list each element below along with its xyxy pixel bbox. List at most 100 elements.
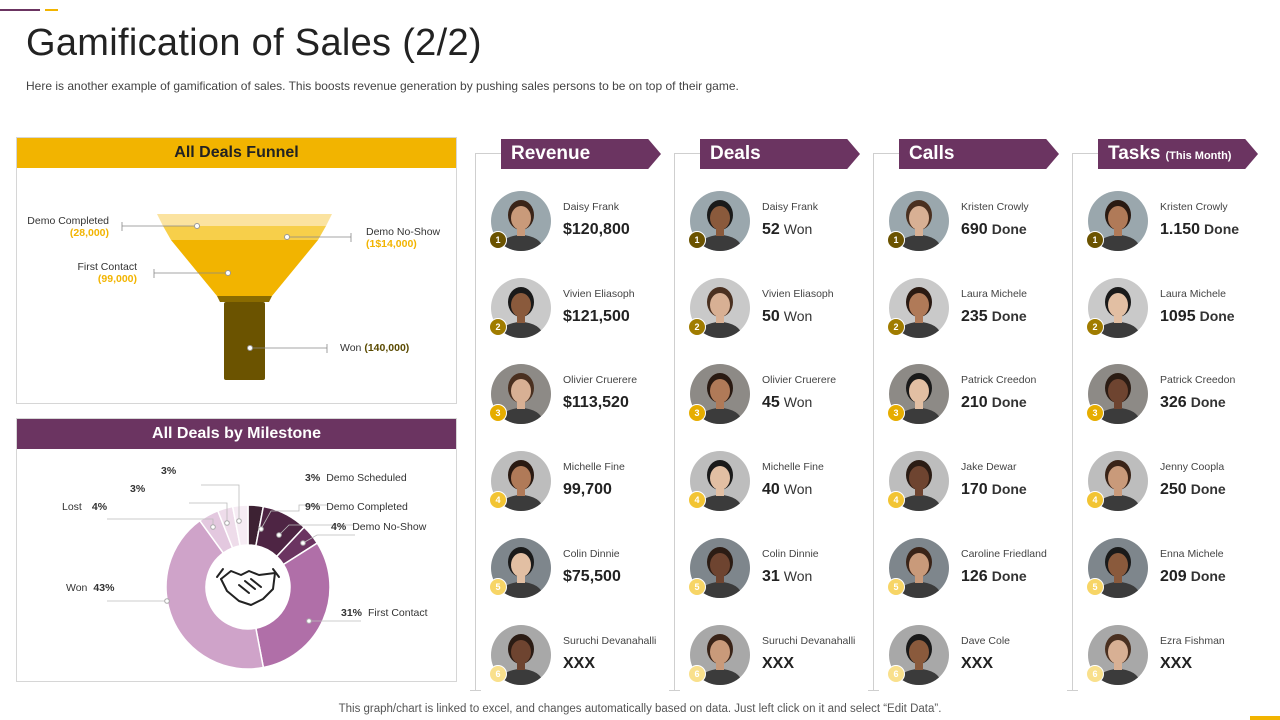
score-unit: Done xyxy=(1190,481,1226,498)
leaderboard-entry: 4 Michelle Fine 40 Won xyxy=(688,451,874,517)
funnel-graphic xyxy=(121,214,352,380)
rank-badge: 2 xyxy=(887,317,905,336)
donut-slice-first-contact xyxy=(254,542,331,669)
person-score: 209 Done xyxy=(1160,568,1226,586)
leaderboard-entry: 3 Patrick Creedon 326 Done xyxy=(1086,364,1272,430)
score-value: 99,700 xyxy=(563,481,612,499)
rank-badge: 5 xyxy=(887,577,905,596)
funnel-layer-first-contact xyxy=(171,240,318,296)
rank-badge: 1 xyxy=(887,231,905,249)
score-value: 40 xyxy=(762,481,780,499)
person-score: 45 Won xyxy=(762,394,812,412)
donut-slice-won xyxy=(165,519,265,670)
score-unit: Won xyxy=(783,307,813,324)
person-score: 1.150 Done xyxy=(1160,221,1239,239)
score-value: $120,800 xyxy=(563,221,630,238)
person-name: Laura Michele xyxy=(1160,287,1226,300)
rank-badge: 4 xyxy=(1086,491,1104,510)
score-value: XXX xyxy=(563,654,596,672)
funnel-panel[interactable]: All Deals Funnel Demo Completed (28,000)… xyxy=(16,137,457,404)
milestone-panel-title: All Deals by Milestone xyxy=(17,419,456,449)
donut-leader-line xyxy=(278,524,353,536)
leaderboard-entry: 6 Ezra Fishman XXX xyxy=(1086,624,1272,691)
person-name: Patrick Creedon xyxy=(961,374,1037,387)
person-name: Suruchi Devanahalli xyxy=(762,634,856,647)
funnel-label-won: Won (140,000) xyxy=(340,342,410,354)
leaderboard-entry: 6 Dave Cole XXX xyxy=(887,624,1073,691)
page-subtitle: Here is another example of gamification … xyxy=(26,79,739,93)
donut-leader-dot xyxy=(210,524,216,530)
person-score: XXX xyxy=(762,655,794,673)
person-name: Suruchi Devanahalli xyxy=(563,634,657,647)
score-value: $121,500 xyxy=(563,307,630,325)
avatar xyxy=(690,451,750,512)
funnel-layer-won xyxy=(224,302,265,380)
donut-leader-dot xyxy=(258,526,264,532)
leaderboard-title: Tasks xyxy=(1108,143,1161,164)
score-unit: Won xyxy=(783,221,813,237)
rank-badge: 3 xyxy=(887,404,905,423)
column-divider xyxy=(475,153,476,691)
column-divider-bottom xyxy=(868,690,879,691)
rank-badge: 5 xyxy=(1086,577,1104,596)
rank-badge: 1 xyxy=(688,231,706,249)
avatar xyxy=(1088,277,1148,338)
rank-badge: 3 xyxy=(1086,404,1104,423)
person-score: 52 Won xyxy=(762,221,812,239)
milestone-panel[interactable]: All Deals by Milestone 3% 3% Lost 4% Won 4… xyxy=(16,418,457,682)
leaderboard-header: Revenue xyxy=(501,139,661,169)
person-score: XXX xyxy=(961,655,993,673)
funnel-panel-title: All Deals Funnel xyxy=(17,138,456,168)
score-value: 690 xyxy=(961,221,988,238)
person-score: 210 Done xyxy=(961,394,1027,412)
score-unit: Done xyxy=(1199,307,1235,324)
score-unit: Done xyxy=(991,221,1027,237)
leaderboard-subtitle: (This Month) xyxy=(1165,150,1232,162)
score-value: 50 xyxy=(762,307,780,325)
person-score: 126 Done xyxy=(961,568,1027,586)
donut-leader-dot xyxy=(224,520,230,526)
person-score: 50 Won xyxy=(762,308,812,326)
leaderboard-title: Calls xyxy=(909,143,955,164)
score-value: XXX xyxy=(1160,654,1193,672)
person-name: Colin Dinnie xyxy=(563,547,620,560)
leaderboard-entry: 2 Laura Michele 1095 Done xyxy=(1086,277,1272,344)
person-name: Olivier Cruerere xyxy=(563,374,638,387)
score-unit: Done xyxy=(991,481,1027,498)
person-score: 31 Won xyxy=(762,568,812,586)
rank-badge: 6 xyxy=(688,664,706,683)
leaderboard-entry: 5 Colin Dinnie $75,500 xyxy=(489,537,675,604)
rank-badge: 6 xyxy=(887,664,905,683)
person-score: 250 Done xyxy=(1160,481,1226,499)
leaderboard-entry: 3 Olivier Cruerere 45 Won xyxy=(688,364,874,430)
person-name: Enna Michele xyxy=(1160,547,1224,560)
score-value: 250 xyxy=(1160,481,1187,499)
person-name: Ezra Fishman xyxy=(1160,634,1225,647)
donut-leader-dot xyxy=(300,540,306,546)
score-value: $75,500 xyxy=(563,567,621,585)
leaderboard-entry: 5 Colin Dinnie 31 Won xyxy=(688,537,874,604)
person-score: XXX xyxy=(563,655,595,673)
person-name: Michelle Fine xyxy=(762,461,824,474)
rank-badge: 3 xyxy=(688,404,706,423)
person-score: $113,520 xyxy=(563,394,629,412)
leaderboard-header: Deals xyxy=(700,139,860,169)
column-divider-bottom xyxy=(470,690,481,691)
person-name: Daisy Frank xyxy=(762,201,819,213)
score-value: 235 xyxy=(961,307,988,325)
score-value: 210 xyxy=(961,394,988,412)
leaderboard-calls: Calls 1 Kristen Crowly 690 Done 2 Laura Michel… xyxy=(868,139,1073,691)
score-value: 52 xyxy=(762,221,780,238)
rank-badge: 4 xyxy=(688,491,706,510)
column-divider-bottom xyxy=(669,690,680,691)
rank-badge: 4 xyxy=(887,491,905,510)
milestone-label-demo-completed: 9% Demo Completed xyxy=(305,501,408,513)
leaderboard-tasks: Tasks (This Month) 1 Kristen Crowly 1.150 Don… xyxy=(1067,139,1272,691)
score-value: 45 xyxy=(762,394,780,412)
leaderboard-entry: 1 Kristen Crowly 690 Done xyxy=(887,191,1073,257)
column-divider-top xyxy=(674,153,700,154)
top-accent-bar-yellow xyxy=(45,9,58,11)
milestone-label-demo-no-show: 4% Demo No-Show xyxy=(331,521,427,533)
donut-leader-dot xyxy=(276,532,282,538)
person-score: 326 Done xyxy=(1160,394,1226,412)
